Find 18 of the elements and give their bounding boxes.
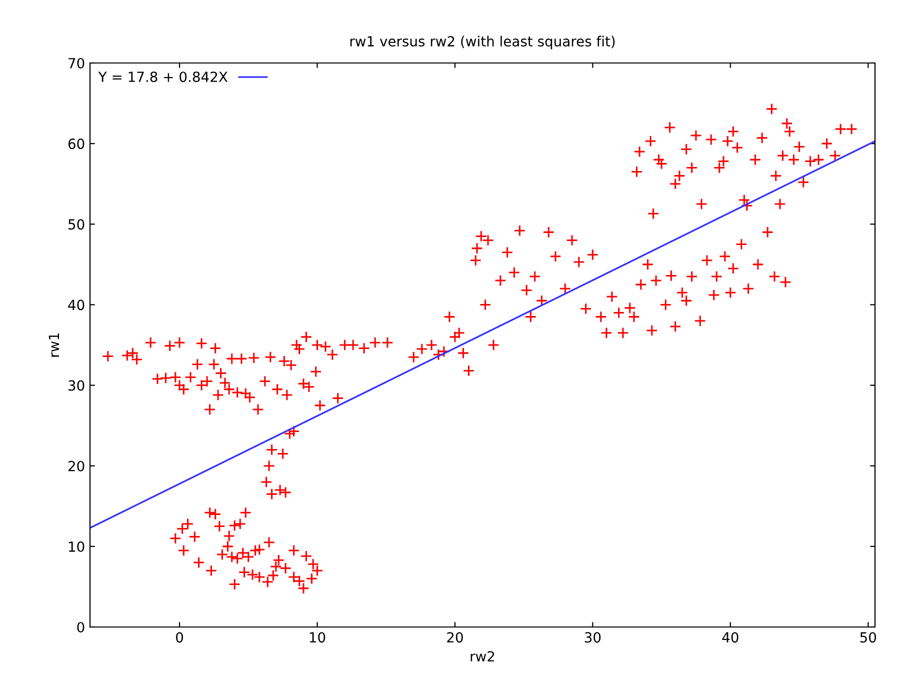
x-axis-title: rw2 (470, 651, 494, 662)
y-tick-label: 20 (68, 460, 84, 472)
x-tick-label: 20 (447, 632, 463, 643)
x-tick-label: 50 (860, 632, 876, 643)
legend-label: Y = 17.8 + 0.842X (98, 72, 228, 82)
y-tick-label: 70 (68, 58, 84, 68)
y-tick-label: 10 (68, 541, 84, 552)
y-tick-label: 50 (68, 219, 84, 230)
x-tick-label: 10 (310, 632, 326, 643)
x-tick-label: 40 (722, 632, 738, 643)
y-tick-label: 30 (68, 380, 84, 391)
x-tick-label: 0 (176, 632, 184, 643)
y-tick-label: 40 (68, 300, 84, 310)
y-tick-label: 0 (77, 622, 84, 632)
y-axis-title: rw1 (48, 333, 60, 357)
x-tick-label: 30 (584, 632, 601, 643)
chart-title: rw1 versus rw2 (with least squares fit) (350, 36, 615, 50)
y-tick-label: 60 (68, 138, 84, 150)
